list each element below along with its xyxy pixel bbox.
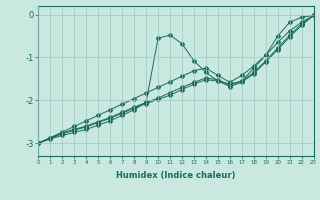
X-axis label: Humidex (Indice chaleur): Humidex (Indice chaleur) <box>116 171 236 180</box>
